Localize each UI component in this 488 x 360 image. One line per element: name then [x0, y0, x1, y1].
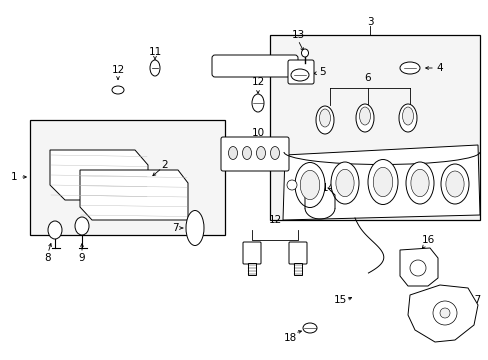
Polygon shape	[407, 285, 477, 342]
Circle shape	[409, 260, 425, 276]
Text: 1: 1	[11, 172, 17, 182]
FancyBboxPatch shape	[287, 60, 313, 84]
Ellipse shape	[150, 60, 160, 76]
Text: 13: 13	[291, 30, 304, 40]
Ellipse shape	[48, 221, 62, 239]
FancyBboxPatch shape	[288, 242, 306, 264]
Ellipse shape	[319, 109, 330, 127]
Text: 15: 15	[333, 295, 346, 305]
Polygon shape	[399, 248, 437, 286]
Text: 6: 6	[364, 73, 370, 83]
Text: 7: 7	[171, 223, 178, 233]
Ellipse shape	[300, 170, 319, 200]
Ellipse shape	[399, 62, 419, 74]
Ellipse shape	[330, 162, 358, 204]
Bar	[30, 120, 224, 235]
Ellipse shape	[270, 147, 279, 159]
Ellipse shape	[398, 104, 416, 132]
Text: 9: 9	[79, 253, 85, 263]
Ellipse shape	[405, 162, 433, 204]
Ellipse shape	[301, 49, 308, 57]
Text: 12: 12	[251, 77, 264, 87]
Ellipse shape	[355, 104, 373, 132]
FancyBboxPatch shape	[212, 55, 297, 77]
Circle shape	[439, 308, 449, 318]
FancyBboxPatch shape	[221, 137, 288, 171]
Ellipse shape	[372, 167, 392, 197]
Ellipse shape	[228, 147, 237, 159]
FancyBboxPatch shape	[243, 242, 261, 264]
Ellipse shape	[251, 94, 264, 112]
Ellipse shape	[294, 162, 325, 207]
Bar	[269, 35, 479, 220]
Text: 16: 16	[421, 235, 434, 245]
Ellipse shape	[402, 107, 413, 125]
Ellipse shape	[112, 86, 124, 94]
Text: 2: 2	[162, 160, 168, 170]
Ellipse shape	[440, 164, 468, 204]
Polygon shape	[283, 145, 479, 220]
Ellipse shape	[367, 159, 397, 204]
Circle shape	[286, 180, 296, 190]
Ellipse shape	[185, 211, 203, 246]
Ellipse shape	[359, 107, 370, 125]
Ellipse shape	[335, 169, 353, 197]
Bar	[293, 263, 302, 275]
Text: 4: 4	[436, 63, 443, 73]
Polygon shape	[50, 150, 148, 200]
Ellipse shape	[290, 69, 308, 81]
Ellipse shape	[256, 147, 265, 159]
Circle shape	[432, 301, 456, 325]
Ellipse shape	[410, 169, 428, 197]
Text: 3: 3	[366, 17, 372, 27]
Text: 10: 10	[251, 128, 264, 138]
Text: 12: 12	[111, 65, 124, 75]
Ellipse shape	[303, 323, 316, 333]
Text: 17: 17	[468, 295, 481, 305]
Ellipse shape	[445, 171, 463, 197]
Ellipse shape	[242, 147, 251, 159]
Text: 18: 18	[283, 333, 296, 343]
Text: 8: 8	[44, 253, 51, 263]
Text: 12: 12	[268, 215, 281, 225]
Text: 14: 14	[321, 183, 334, 193]
Text: 11: 11	[148, 47, 162, 57]
Text: 5: 5	[318, 67, 325, 77]
Ellipse shape	[315, 106, 333, 134]
Polygon shape	[80, 170, 187, 220]
Ellipse shape	[75, 217, 89, 235]
Bar	[247, 263, 256, 275]
